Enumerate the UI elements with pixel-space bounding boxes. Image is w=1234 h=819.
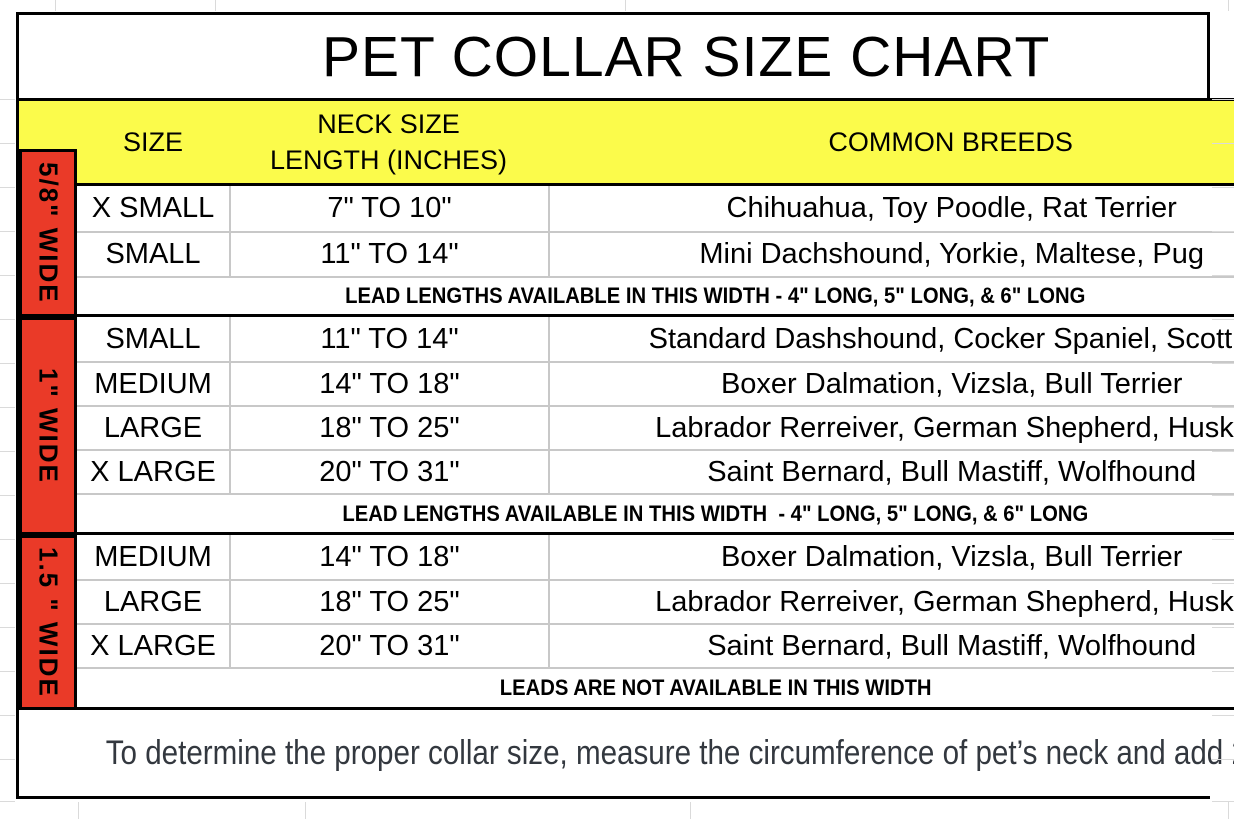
neck-size-cell: 14" TO 18" <box>229 535 548 579</box>
margin-gridline <box>1212 275 1234 276</box>
table-header-row: SIZE NECK SIZE LENGTH (INCHES) COMMON BR… <box>19 101 1234 186</box>
margin-gridline <box>1212 99 1234 100</box>
measuring-instruction-text: To determine the proper collar size, mea… <box>105 733 1234 772</box>
size-cell: LARGE <box>77 405 229 449</box>
margin-gridline <box>1228 0 1229 11</box>
margin-gridline <box>0 451 15 452</box>
column-header-common-breeds: COMMON BREEDS <box>828 127 1073 157</box>
margin-gridline <box>1212 801 1234 802</box>
margin-gridline <box>0 539 15 540</box>
neck-size-cell: 20" TO 31" <box>229 623 548 667</box>
measuring-instruction-row: To determine the proper collar size, mea… <box>19 710 1234 796</box>
margin-gridline <box>78 802 79 819</box>
neck-size-cell: 11" TO 14" <box>229 317 548 361</box>
width-band-label: 1.5 " WIDE <box>33 547 64 698</box>
margin-gridline <box>0 275 15 276</box>
column-header-neck-size: NECK SIZE LENGTH (INCHES) <box>229 101 548 183</box>
size-cell: MEDIUM <box>77 535 229 579</box>
margin-gridline <box>0 231 15 232</box>
size-cell: X LARGE <box>77 623 229 667</box>
breeds-cell: Standard Dashshound, Cocker Spaniel, Sco… <box>548 317 1234 361</box>
margin-gridline <box>1212 143 1234 144</box>
breeds-cell: Mini Dachshound, Yorkie, Maltese, Pug <box>548 231 1234 276</box>
margin-gridline <box>0 627 15 628</box>
column-header-size: SIZE <box>122 127 183 157</box>
margin-gridline <box>1212 539 1234 540</box>
margin-gridline <box>1212 627 1234 628</box>
size-cell: MEDIUM <box>77 361 229 405</box>
neck-header-line1: NECK SIZE <box>317 109 460 139</box>
margin-gridline <box>55 0 56 11</box>
margin-gridline <box>1212 759 1234 760</box>
margin-gridline <box>0 319 15 320</box>
margin-gridline <box>1212 715 1234 716</box>
breeds-cell: Labrador Rerreiver, German Shepherd, Hus… <box>548 405 1234 449</box>
margin-gridline <box>0 407 15 408</box>
neck-size-cell: 14" TO 18" <box>229 361 548 405</box>
lead-lengths-note: LEAD LENGTHS AVAILABLE IN THIS WIDTH - 4… <box>77 493 1234 535</box>
neck-size-cell: 7" TO 10" <box>229 186 548 231</box>
size-cell: SMALL <box>77 317 229 361</box>
neck-size-cell: 18" TO 25" <box>229 405 548 449</box>
lead-lengths-note-text: LEAD LENGTHS AVAILABLE IN THIS WIDTH - 4… <box>345 283 1086 308</box>
margin-gridline <box>0 759 15 760</box>
neck-size-cell: 18" TO 25" <box>229 579 548 623</box>
lead-lengths-note-text: LEAD LENGTHS AVAILABLE IN THIS WIDTH - 4… <box>342 500 1089 526</box>
margin-gridline <box>1212 451 1234 452</box>
margin-gridline <box>1212 495 1234 496</box>
size-cell: X SMALL <box>77 186 229 231</box>
margin-gridline <box>0 715 15 716</box>
size-cell: SMALL <box>77 231 229 276</box>
margin-gridline <box>0 801 15 802</box>
breeds-cell: Saint Bernard, Bull Mastiff, Wolfhound <box>548 449 1234 493</box>
breeds-cell: Boxer Dalmation, Vizsla, Bull Terrier <box>548 535 1234 579</box>
width-band-label: 1" WIDE <box>33 368 64 484</box>
breeds-cell: Boxer Dalmation, Vizsla, Bull Terrier <box>548 361 1234 405</box>
neck-header-line2: LENGTH (INCHES) <box>269 145 507 175</box>
margin-gridline <box>0 187 15 188</box>
breeds-cell: Labrador Rerreiver, German Shepherd, Hus… <box>548 579 1234 623</box>
margin-gridline <box>215 0 216 11</box>
margin-gridline <box>0 99 15 100</box>
margin-gridline <box>0 495 15 496</box>
margin-gridline <box>0 143 15 144</box>
margin-gridline <box>1212 319 1234 320</box>
leads-unavailable-note: LEADS ARE NOT AVAILABLE IN THIS WIDTH <box>77 667 1234 710</box>
margin-gridline <box>690 802 691 819</box>
margin-gridline <box>625 0 626 11</box>
width-band-1-inch: 1" WIDE <box>19 317 77 535</box>
margin-gridline <box>0 671 15 672</box>
pet-collar-size-chart-table: PET COLLAR SIZE CHART SIZE NECK SIZE LEN… <box>16 12 1234 799</box>
margin-gridline <box>1212 407 1234 408</box>
width-band-1-5-inch: 1.5 " WIDE <box>19 535 77 710</box>
margin-gridline <box>305 802 306 819</box>
width-band-5-8-inch: 5/8" WIDE <box>19 149 77 317</box>
size-cell: LARGE <box>77 579 229 623</box>
margin-gridline <box>0 583 15 584</box>
neck-size-cell: 11" TO 14" <box>229 231 548 276</box>
margin-gridline <box>1212 583 1234 584</box>
breeds-cell: Chihuahua, Toy Poodle, Rat Terrier <box>548 186 1234 231</box>
width-band-label: 5/8" WIDE <box>33 162 64 304</box>
lead-lengths-note: LEAD LENGTHS AVAILABLE IN THIS WIDTH - 4… <box>77 276 1234 317</box>
margin-gridline <box>1212 187 1234 188</box>
margin-gridline <box>1212 671 1234 672</box>
margin-gridline <box>1228 802 1229 819</box>
margin-gridline <box>1212 231 1234 232</box>
size-cell: X LARGE <box>77 449 229 493</box>
margin-gridline <box>0 363 15 364</box>
page-title: PET COLLAR SIZE CHART <box>19 15 1234 101</box>
leads-unavailable-note-text: LEADS ARE NOT AVAILABLE IN THIS WIDTH <box>499 675 932 700</box>
breeds-cell: Saint Bernard, Bull Mastiff, Wolfhound <box>548 623 1234 667</box>
margin-gridline <box>1212 363 1234 364</box>
neck-size-cell: 20" TO 31" <box>229 449 548 493</box>
